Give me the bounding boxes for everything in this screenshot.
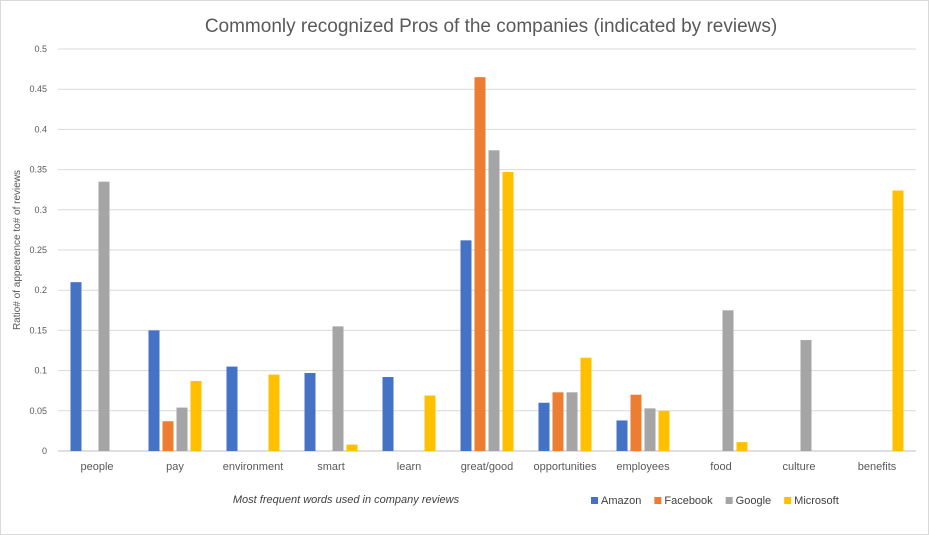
x-tick-label: culture: [782, 461, 815, 473]
chart-title: Commonly recognized Pros of the companie…: [205, 16, 777, 37]
bar-google-1: [176, 407, 188, 451]
x-tick-label: pay: [166, 461, 184, 473]
y-axis-label: Ratio# of appearence to# of reviews: [12, 170, 23, 330]
y-tick-label: 0.35: [29, 165, 47, 175]
bars: [70, 77, 904, 451]
x-tick-label: employees: [616, 461, 670, 473]
y-tick-label: 0.3: [34, 205, 47, 215]
y-tick-label: 0.2: [34, 285, 47, 295]
bar-amazon-5: [460, 240, 472, 451]
legend-label-amazon: Amazon: [601, 495, 641, 507]
bar-facebook-1: [162, 421, 174, 451]
bar-google-7: [644, 408, 656, 451]
x-axis-ticks: people pay environment smart learn great/good…: [80, 461, 896, 473]
bar-microsoft-2: [268, 374, 280, 451]
y-tick-label: 0: [42, 446, 47, 456]
bar-google-6: [566, 392, 578, 451]
bar-facebook-5: [474, 77, 486, 451]
legend-label-microsoft: Microsoft: [794, 495, 839, 507]
bar-microsoft-1: [190, 381, 202, 451]
bar-amazon-3: [304, 373, 316, 451]
bar-amazon-4: [382, 377, 394, 451]
x-tick-label: opportunities: [534, 461, 597, 473]
bar-facebook-6: [552, 392, 564, 451]
y-tick-label: 0.1: [34, 366, 47, 376]
bar-google-9: [800, 340, 812, 451]
bar-google-3: [332, 326, 344, 451]
y-tick-label: 0.4: [34, 124, 47, 134]
bar-amazon-6: [538, 402, 550, 451]
x-tick-label: great/good: [461, 461, 514, 473]
x-tick-label: smart: [317, 461, 345, 473]
y-tick-label: 0.05: [29, 406, 47, 416]
legend-label-google: Google: [736, 495, 771, 507]
y-tick-label: 0.45: [29, 84, 47, 94]
bar-facebook-7: [630, 394, 642, 451]
bar-amazon-1: [148, 330, 160, 451]
bar-amazon-7: [616, 420, 628, 451]
x-tick-label: learn: [397, 461, 421, 473]
x-axis-label: Most frequent words used in company revi…: [233, 494, 460, 506]
legend-swatch-microsoft: [784, 497, 792, 504]
bar-microsoft-7: [658, 410, 670, 451]
bar-amazon-2: [226, 366, 238, 451]
legend-swatch-google: [725, 497, 733, 504]
x-tick-label: environment: [223, 461, 284, 473]
legend-swatch-facebook: [654, 497, 662, 504]
bar-microsoft-8: [736, 442, 748, 451]
bar-google-8: [722, 310, 734, 451]
bar-microsoft-6: [580, 357, 592, 451]
y-tick-label: 0.5: [34, 44, 47, 54]
bar-google-5: [488, 150, 500, 451]
bar-amazon-0: [70, 282, 82, 451]
legend-label-facebook: Facebook: [664, 495, 713, 507]
bar-microsoft-4: [424, 395, 436, 451]
y-axis-ticks: 0 0.05 0.1 0.15 0.2 0.25 0.3 0.35 0.4 0.45 0.5: [29, 44, 47, 456]
bar-microsoft-10: [892, 190, 904, 451]
x-tick-label: people: [80, 461, 113, 473]
x-tick-label: benefits: [858, 461, 897, 473]
y-tick-label: 0.25: [29, 245, 47, 255]
y-tick-label: 0.15: [29, 325, 47, 335]
x-tick-label: food: [710, 461, 731, 473]
bar-microsoft-5: [502, 172, 514, 451]
grid: [58, 48, 916, 452]
legend-swatch-amazon: [591, 497, 598, 504]
bar-google-0: [98, 181, 110, 451]
legend: Amazon Facebook Google Microsoft: [591, 495, 839, 507]
bar-microsoft-3: [346, 444, 358, 451]
